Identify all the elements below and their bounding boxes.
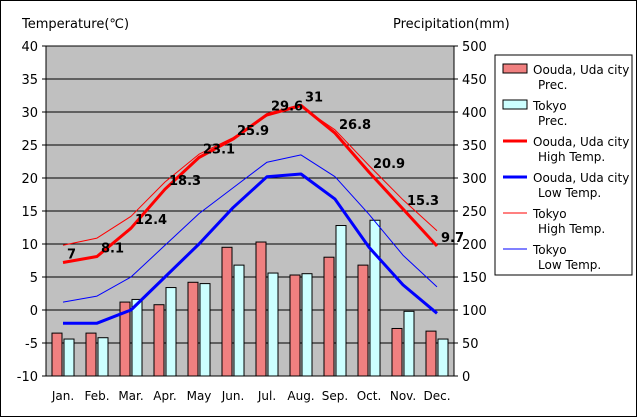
bar-tokyo-prec <box>233 264 245 377</box>
legend-label: Tokyo <box>532 243 567 257</box>
bar-tokyo-prec <box>131 298 143 377</box>
right-axis-ticks: 0 50 100 150 200 250 300 350 400 450 500 <box>454 40 487 385</box>
data-label: 29.6 <box>271 100 303 115</box>
legend-label: Oouda, Uda city <box>533 63 629 77</box>
month-label-oct: Oct. <box>357 389 382 403</box>
month-label-aug: Aug. <box>287 389 314 403</box>
legend-label: High Temp. <box>538 150 605 164</box>
bar-oouda-prec <box>425 330 437 377</box>
right-tick-label: 400 <box>462 106 487 121</box>
legend-swatch <box>502 63 528 74</box>
right-tick-label: 250 <box>462 205 487 220</box>
bar-tokyo-prec <box>199 283 211 377</box>
right-tick-label: 100 <box>462 304 487 319</box>
left-tick-label: 15 <box>21 205 38 220</box>
precipitation-bars <box>51 219 449 377</box>
bar-tokyo-prec <box>403 310 415 377</box>
bar-tokyo-prec <box>97 337 109 377</box>
month-label-jan: Jan. <box>51 389 74 403</box>
line-tokyo-low <box>62 154 438 303</box>
right-tick-label: 150 <box>462 271 487 286</box>
left-tick-label: 30 <box>21 106 38 121</box>
left-tick-label: 40 <box>21 40 38 55</box>
line-oouda-low <box>63 172 438 325</box>
legend-label: Tokyo <box>532 207 567 221</box>
bar-tokyo-prec <box>369 219 381 377</box>
data-label: 23.1 <box>203 143 235 158</box>
right-tick-label: 450 <box>462 73 487 88</box>
bar-tokyo-prec <box>165 287 177 377</box>
left-tick-label: 35 <box>21 73 38 88</box>
left-tick-label: 10 <box>21 238 38 253</box>
bar-tokyo-prec <box>437 338 449 377</box>
data-labels: 7 8.1 12.4 18.3 23.125.929.631 26.8 20.9 15.3 9.… <box>67 90 464 262</box>
left-tick-label: 25 <box>21 139 38 154</box>
bar-tokyo-prec <box>267 272 279 377</box>
left-tick-label: 20 <box>21 172 38 187</box>
month-labels: Jan. Feb. Mar. Apr. May Jun. Jul. Aug. Sep. Oct. N… <box>51 389 451 403</box>
temperature-lines <box>62 103 439 325</box>
right-tick-label: 50 <box>462 337 479 352</box>
legend-label: Prec. <box>538 114 568 128</box>
bar-oouda-prec <box>119 301 131 377</box>
legend-label: Low Temp. <box>538 258 601 272</box>
bar-oouda-prec <box>153 304 165 377</box>
left-tick-label: 5 <box>30 271 38 286</box>
bar-tokyo-prec <box>335 225 347 377</box>
month-label-apr: Apr. <box>153 389 176 403</box>
data-label: 9.7 <box>441 231 464 246</box>
bar-oouda-prec <box>357 264 369 377</box>
bar-oouda-prec <box>85 332 97 377</box>
legend-label: Tokyo <box>532 99 567 113</box>
legend-label: Low Temp. <box>538 186 601 200</box>
month-label-may: May <box>187 389 212 403</box>
bar-oouda-prec <box>187 281 199 377</box>
right-axis-title: Precipitation(mm) <box>393 17 510 32</box>
bar-tokyo-prec <box>63 338 75 377</box>
data-label: 31 <box>305 90 323 105</box>
month-label-mar: Mar. <box>118 389 143 403</box>
left-axis-title: Temperature(℃) <box>21 17 129 32</box>
bar-oouda-prec <box>221 246 233 377</box>
bar-oouda-prec <box>323 256 335 377</box>
month-label-nov: Nov. <box>390 389 416 403</box>
left-axis-ticks: -10 -5 0 5 10 15 20 25 30 35 40 <box>17 40 46 385</box>
legend-label: Oouda, Uda city <box>533 135 629 149</box>
grid-lines <box>46 78 454 344</box>
right-tick-label: 350 <box>462 139 487 154</box>
left-tick-label: 0 <box>30 304 38 319</box>
month-label-jul: Jul. <box>257 389 276 403</box>
bar-tokyo-prec <box>301 273 313 377</box>
bar-oouda-prec <box>255 241 267 377</box>
month-label-dec: Dec. <box>423 389 450 403</box>
month-label-feb: Feb. <box>84 389 109 403</box>
data-label: 18.3 <box>169 174 201 189</box>
month-label-jun: Jun. <box>221 389 245 403</box>
line-oouda-high <box>62 103 439 264</box>
legend-swatch <box>502 99 528 110</box>
data-label: 20.9 <box>373 157 405 172</box>
bar-oouda-prec <box>391 327 403 377</box>
data-label: 8.1 <box>101 242 124 257</box>
data-label: 7 <box>67 247 76 262</box>
data-label: 26.8 <box>339 118 371 133</box>
month-label-sep: Sep. <box>322 389 348 403</box>
data-label: 25.9 <box>237 124 269 139</box>
bar-oouda-prec <box>51 332 63 377</box>
left-tick-label: -5 <box>25 337 38 352</box>
left-tick-label: -10 <box>17 370 38 385</box>
legend-label: High Temp. <box>538 222 605 236</box>
legend-label: Oouda, Uda city <box>533 171 629 185</box>
data-label: 15.3 <box>407 194 439 209</box>
legend-box <box>494 54 633 276</box>
right-tick-label: 200 <box>462 238 487 253</box>
legend-label: Prec. <box>538 78 568 92</box>
right-tick-label: 500 <box>462 40 487 55</box>
right-tick-label: 300 <box>462 172 487 187</box>
right-tick-label: 0 <box>462 370 470 385</box>
data-label: 12.4 <box>135 213 167 228</box>
bar-oouda-prec <box>289 274 301 377</box>
